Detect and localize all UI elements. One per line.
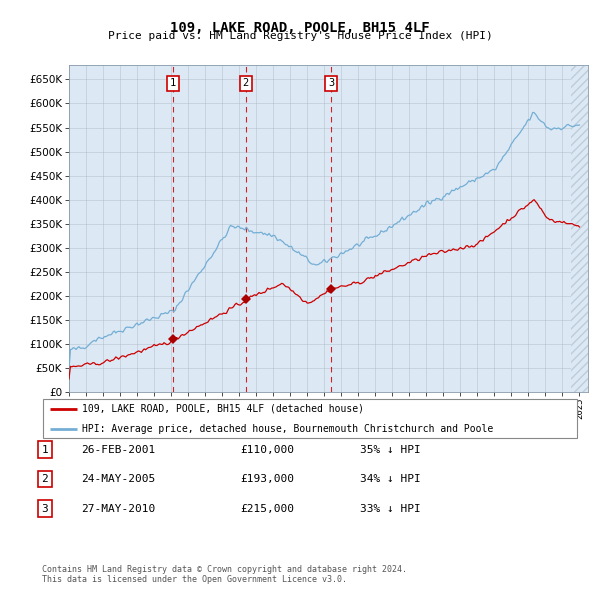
Text: 27-MAY-2010: 27-MAY-2010	[81, 504, 155, 513]
Text: 109, LAKE ROAD, POOLE, BH15 4LF: 109, LAKE ROAD, POOLE, BH15 4LF	[170, 21, 430, 35]
Text: 109, LAKE ROAD, POOLE, BH15 4LF (detached house): 109, LAKE ROAD, POOLE, BH15 4LF (detache…	[82, 404, 364, 414]
FancyBboxPatch shape	[43, 399, 577, 438]
Text: 26-FEB-2001: 26-FEB-2001	[81, 445, 155, 454]
Text: 3: 3	[41, 504, 49, 513]
Text: £110,000: £110,000	[240, 445, 294, 454]
Text: 24-MAY-2005: 24-MAY-2005	[81, 474, 155, 484]
Text: 2: 2	[242, 78, 249, 88]
Text: 1: 1	[170, 78, 176, 88]
Text: 34% ↓ HPI: 34% ↓ HPI	[360, 474, 421, 484]
Text: 33% ↓ HPI: 33% ↓ HPI	[360, 504, 421, 513]
Text: £193,000: £193,000	[240, 474, 294, 484]
Text: 2: 2	[41, 474, 49, 484]
Text: Price paid vs. HM Land Registry's House Price Index (HPI): Price paid vs. HM Land Registry's House …	[107, 31, 493, 41]
Text: 3: 3	[328, 78, 334, 88]
Bar	[571, 65, 588, 392]
Text: Contains HM Land Registry data © Crown copyright and database right 2024.
This d: Contains HM Land Registry data © Crown c…	[42, 565, 407, 584]
Text: HPI: Average price, detached house, Bournemouth Christchurch and Poole: HPI: Average price, detached house, Bour…	[82, 424, 494, 434]
Text: 35% ↓ HPI: 35% ↓ HPI	[360, 445, 421, 454]
Text: 1: 1	[41, 445, 49, 454]
Text: £215,000: £215,000	[240, 504, 294, 513]
Bar	[571, 65, 588, 392]
